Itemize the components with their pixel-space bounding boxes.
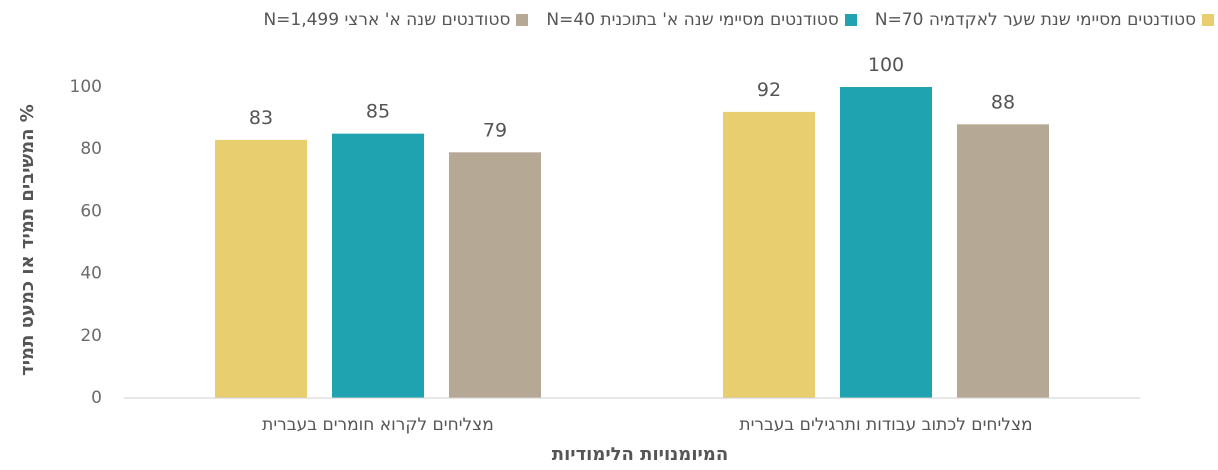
x-tick-label: מצליחים לכתוב עבודות ותרגילים בעברית (739, 415, 1032, 435)
bar-value-label: 92 (757, 79, 781, 101)
bar (957, 124, 1049, 398)
y-axis: 0 20 40 60 80 100 (70, 77, 102, 408)
x-axis-title: המיומנויות הלימודיות (552, 444, 728, 465)
y-tick-label: 80 (80, 139, 102, 159)
bar-value-label: 85 (366, 101, 390, 123)
y-tick-label: 100 (70, 77, 102, 97)
bar-value-label: 100 (868, 54, 904, 76)
bar-value-label: 79 (483, 119, 507, 141)
x-axis: מצליחים לכתוב עבודות ותרגילים בעברית מצלי… (124, 397, 1140, 435)
x-tick-label: מצליחים לקרוא חומרים בעברית (262, 415, 494, 435)
legend-item-series-1: סטודנטים מסיימי שנת שער לאקדמיה N=70 (875, 10, 1214, 30)
legend-item-series-2: סטודנטים מסיימי שנה א' בתוכנית N=40 (546, 10, 857, 30)
bar (332, 133, 424, 398)
legend-label-series-3: סטודנטים שנה א' ארצי N=1,499 (263, 10, 511, 30)
bars-layer: 92 100 88 83 85 79 (215, 54, 1049, 398)
bar (723, 111, 815, 398)
legend-label-series-2: סטודנטים מסיימי שנה א' בתוכנית N=40 (546, 10, 839, 30)
legend-swatch-series-2 (844, 14, 857, 26)
y-tick-label: 20 (80, 326, 102, 346)
legend-swatch-series-1 (1202, 14, 1214, 26)
legend-label-series-1: סטודנטים מסיימי שנת שער לאקדמיה N=70 (874, 10, 1196, 30)
bar (215, 139, 307, 398)
y-tick-label: 0 (91, 388, 102, 408)
bar (840, 87, 932, 398)
bar (449, 152, 541, 398)
legend-item-series-3: סטודנטים שנה א' ארצי N=1,499 (263, 10, 529, 30)
bar-value-label: 88 (991, 91, 1015, 113)
legend-swatch-series-3 (516, 14, 529, 26)
legend: סטודנטים מסיימי שנת שער לאקדמיה N=70 סטו… (124, 6, 1214, 34)
y-tick-label: 40 (80, 264, 102, 284)
y-axis-title: % המשיבים תמיד או כמעט תמיד (17, 104, 38, 376)
bar-value-label: 83 (249, 107, 273, 129)
y-tick-label: 60 (80, 201, 102, 221)
